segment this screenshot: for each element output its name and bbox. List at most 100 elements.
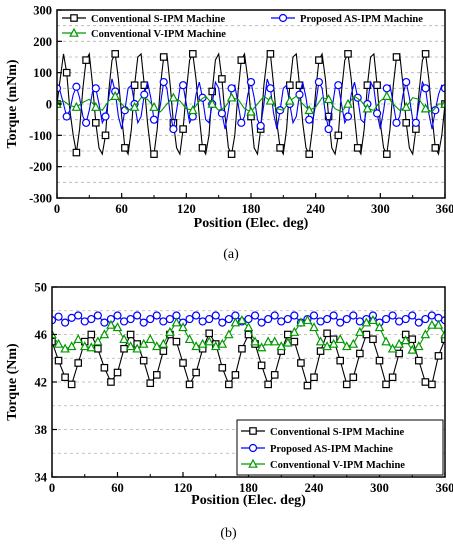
data-point bbox=[342, 314, 351, 324]
data-point bbox=[348, 338, 359, 348]
data-point bbox=[408, 311, 417, 320]
data-point bbox=[149, 101, 159, 111]
data-point bbox=[375, 356, 384, 365]
data-point bbox=[408, 335, 417, 344]
data-point bbox=[218, 363, 227, 372]
data-point bbox=[362, 103, 373, 113]
data-point bbox=[344, 50, 352, 58]
y-tick-label: 0 bbox=[46, 98, 52, 112]
data-point bbox=[198, 144, 207, 152]
data-point bbox=[140, 81, 149, 90]
data-point bbox=[334, 81, 343, 90]
data-point bbox=[204, 336, 214, 346]
data-point bbox=[188, 104, 198, 115]
plot-area bbox=[52, 311, 445, 390]
data-point bbox=[266, 50, 275, 58]
data-point bbox=[411, 118, 420, 127]
data-point bbox=[218, 318, 227, 327]
data-point bbox=[388, 373, 397, 382]
data-point bbox=[207, 98, 217, 108]
data-point bbox=[290, 311, 299, 320]
data-point bbox=[225, 380, 233, 389]
data-point bbox=[153, 371, 161, 379]
data-point bbox=[172, 337, 181, 346]
data-point bbox=[415, 356, 423, 365]
data-point bbox=[324, 112, 333, 121]
data-point bbox=[226, 92, 237, 102]
y-tick-label: 100 bbox=[33, 66, 52, 80]
legend: Conventional S-IPM Machine Proposed AS-IP… bbox=[62, 13, 423, 40]
data-point bbox=[158, 338, 169, 348]
data-point bbox=[440, 329, 445, 339]
data-point bbox=[392, 53, 401, 61]
data-point bbox=[205, 329, 214, 338]
data-point bbox=[355, 326, 365, 336]
y-tick-label: 300 bbox=[33, 4, 52, 18]
data-point bbox=[440, 84, 445, 93]
data-point bbox=[334, 131, 343, 140]
x-tick-label: 240 bbox=[305, 481, 324, 495]
data-point bbox=[257, 361, 266, 370]
data-point bbox=[79, 341, 90, 351]
data-point bbox=[400, 335, 411, 345]
data-point bbox=[62, 68, 71, 77]
data-point bbox=[314, 77, 323, 87]
data-point bbox=[283, 314, 292, 324]
data-point bbox=[111, 50, 120, 58]
data-point bbox=[205, 314, 214, 324]
data-point bbox=[91, 84, 100, 93]
legend-label: Proposed AS-IPM Machine bbox=[270, 444, 393, 455]
data-point bbox=[369, 335, 377, 344]
data-point bbox=[263, 336, 273, 346]
y-tick-label: 46 bbox=[35, 328, 48, 342]
data-point bbox=[198, 317, 207, 326]
data-point bbox=[169, 124, 178, 134]
data-point bbox=[100, 318, 109, 327]
data-point bbox=[256, 342, 267, 352]
data-point bbox=[421, 314, 430, 324]
x-tick-label: 0 bbox=[49, 481, 55, 495]
x-tick-label: 180 bbox=[242, 202, 261, 216]
data-point bbox=[407, 344, 418, 354]
data-point bbox=[420, 329, 431, 339]
data-point bbox=[80, 317, 89, 326]
data-point bbox=[139, 318, 148, 327]
data-point bbox=[101, 112, 110, 121]
data-point bbox=[310, 373, 318, 382]
data-point bbox=[316, 317, 325, 326]
data-point bbox=[427, 319, 437, 329]
data-point bbox=[276, 341, 287, 351]
legend-label: Conventional S-IPM Machine bbox=[270, 427, 405, 438]
data-point bbox=[349, 373, 358, 382]
y-tick-label: 200 bbox=[33, 35, 52, 49]
data-point bbox=[302, 314, 313, 325]
data-point bbox=[91, 118, 100, 127]
data-point bbox=[402, 118, 411, 127]
data-point bbox=[285, 95, 295, 105]
data-point bbox=[440, 316, 445, 325]
data-point bbox=[159, 53, 168, 61]
data-point bbox=[61, 373, 69, 382]
x-tick-label: 120 bbox=[177, 202, 196, 216]
data-point bbox=[244, 314, 253, 324]
x-tick-label: 180 bbox=[239, 481, 258, 495]
data-point bbox=[188, 112, 197, 121]
data-point bbox=[184, 333, 195, 344]
data-point bbox=[323, 329, 331, 338]
legend-label: Conventional V-IPM Machine bbox=[91, 29, 226, 40]
data-point bbox=[421, 84, 430, 93]
data-point bbox=[421, 378, 430, 386]
data-point bbox=[179, 125, 187, 133]
x-tick-label: 300 bbox=[371, 202, 390, 216]
data-point bbox=[266, 84, 275, 93]
data-point bbox=[431, 144, 440, 152]
data-point bbox=[93, 311, 102, 320]
data-point bbox=[150, 150, 158, 158]
data-point bbox=[113, 311, 122, 320]
data-point bbox=[140, 90, 149, 99]
data-point bbox=[336, 356, 345, 365]
data-point bbox=[74, 359, 83, 367]
data-point bbox=[159, 347, 168, 355]
data-point bbox=[52, 337, 56, 346]
data-point bbox=[382, 90, 392, 100]
